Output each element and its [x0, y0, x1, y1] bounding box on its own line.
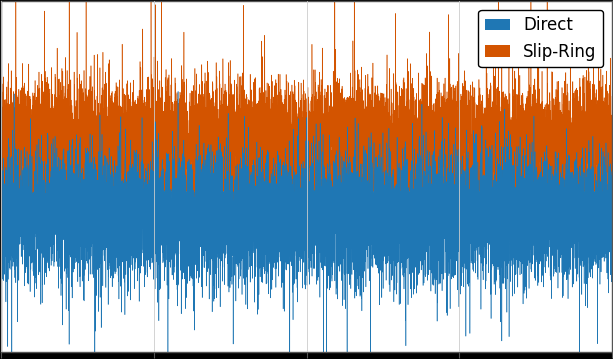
Legend: Direct, Slip-Ring: Direct, Slip-Ring [478, 10, 603, 67]
